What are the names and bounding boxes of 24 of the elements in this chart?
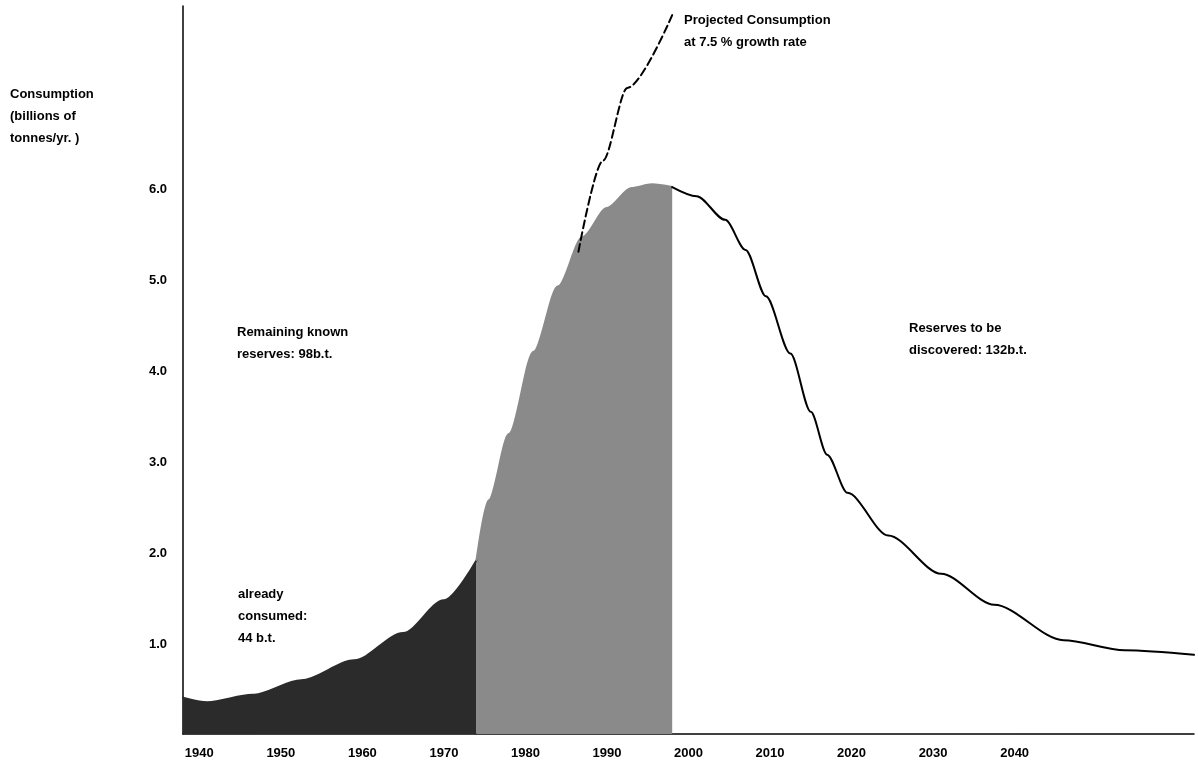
x-tick-label: 1970 [429, 745, 459, 760]
x-tick-label: 2030 [918, 745, 948, 760]
y-tick-label: 2.0 [148, 544, 167, 560]
annotation: Remaining known reserves: 98b.t. [237, 323, 349, 361]
annotation: already consumed: 44 b.t. [238, 585, 308, 645]
x-tick-label: 2000 [674, 745, 703, 760]
annotation: Reserves to be discovered: 132b.t. [909, 319, 1027, 357]
x-tick-label: 1940 [184, 745, 214, 760]
x-tick-label: 2040 [1000, 745, 1030, 760]
x-tick-label: 1960 [347, 745, 377, 760]
y-tick-label: 3.0 [148, 453, 167, 469]
line-series [577, 14, 674, 253]
line-series [671, 186, 1195, 656]
x-tick-label: 1980 [510, 745, 540, 760]
y-tick-label: 5.0 [148, 271, 167, 287]
x-tick-label: 2020 [837, 745, 867, 760]
x-tick-label: 1950 [266, 745, 296, 760]
y-axis-title: Consumption (billions of tonnes/yr. ) [10, 85, 94, 145]
y-tick-label: 6.0 [148, 180, 167, 196]
annotation: Projected Consumption at 7.5 % growth rate [684, 11, 831, 49]
y-tick-label: 4.0 [148, 362, 167, 378]
x-tick-label: 1990 [592, 745, 622, 760]
y-tick-label: 1.0 [148, 635, 167, 651]
x-tick-label: 2010 [755, 745, 785, 760]
